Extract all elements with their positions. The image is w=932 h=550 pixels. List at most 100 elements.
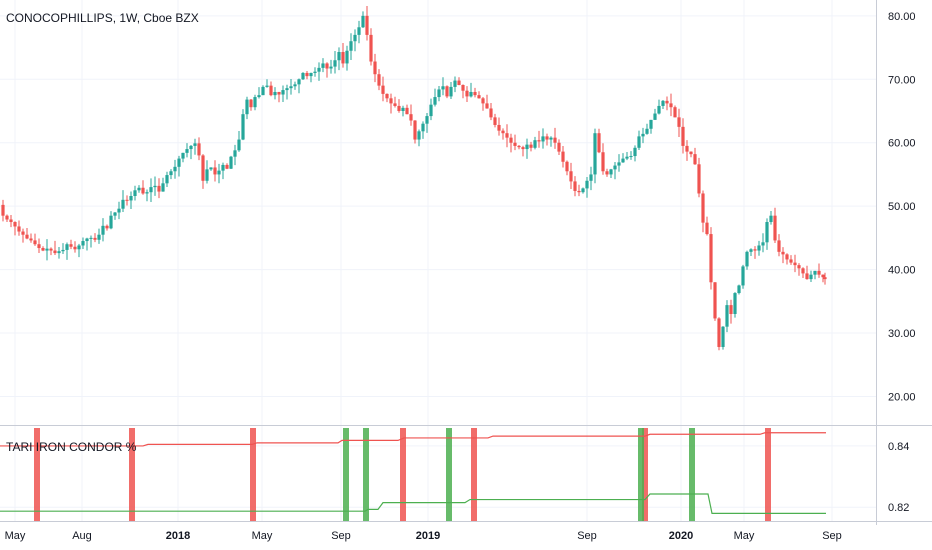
candle-body (501, 130, 505, 134)
candle-body (97, 234, 101, 240)
candle-body (89, 237, 93, 239)
candle-body (689, 151, 693, 155)
candle-body (461, 85, 465, 91)
candle-body (565, 161, 569, 172)
candle-body (105, 225, 109, 229)
candle-body (401, 107, 405, 112)
candle-body (801, 268, 805, 274)
signal-bar (129, 428, 135, 521)
candle-body (753, 249, 757, 251)
candle-body (789, 259, 793, 263)
candle-body (77, 245, 81, 250)
time-tick-label: 2019 (416, 530, 440, 542)
candle-body (653, 113, 657, 120)
candle-body (361, 15, 365, 28)
candle-body (357, 27, 361, 35)
candle-body (805, 273, 809, 280)
candle-body (453, 80, 457, 87)
candle-body (321, 63, 325, 68)
indicator-lines (0, 432, 826, 514)
signal-bar (446, 428, 452, 521)
candle-body (241, 114, 245, 140)
candle-body (717, 318, 721, 347)
candle-body (701, 193, 705, 223)
price-tick-label: 60.00 (888, 138, 916, 150)
candle-body (53, 250, 57, 254)
signal-bar (34, 428, 40, 521)
candle-body (469, 91, 473, 97)
candle-body (265, 85, 269, 87)
candle-body (109, 215, 113, 229)
candle-body (5, 215, 9, 220)
candle-body (329, 66, 333, 69)
candle-body (101, 225, 105, 235)
candle-body (465, 90, 469, 97)
candle-body (541, 136, 545, 142)
candle-body (533, 140, 537, 148)
signal-bar (765, 428, 771, 521)
candle-body (349, 41, 353, 51)
time-tick-label: Sep (331, 530, 351, 542)
candle-body (485, 103, 489, 109)
candle-body (129, 196, 133, 201)
candle-body (657, 105, 661, 114)
candle-body (277, 91, 281, 95)
time-tick-label: 2018 (166, 530, 190, 542)
candle-body (721, 326, 725, 347)
candle-body (645, 128, 649, 134)
candle-body (193, 143, 197, 146)
candle-body (229, 156, 233, 169)
price-tick-label: 50.00 (888, 201, 916, 213)
indicator-tick-label: 0.82 (888, 502, 909, 514)
candle-body (713, 282, 717, 319)
candle-body (281, 90, 285, 95)
candle-body (593, 133, 597, 175)
candle-body (709, 234, 713, 283)
candle-body (13, 222, 17, 227)
candle-body (749, 249, 753, 252)
candle-body (769, 215, 773, 223)
candle-body (641, 133, 645, 137)
candle-body (761, 242, 765, 246)
candle-body (269, 85, 273, 96)
candle-body (493, 117, 497, 125)
candle-body (421, 123, 425, 132)
indicator-title: TARI IRON CONDOR % (6, 440, 137, 454)
candle-body (545, 136, 549, 140)
candle-body (9, 219, 13, 223)
candle-body (729, 305, 733, 314)
candle-body (557, 142, 561, 152)
candle-body (145, 192, 149, 194)
candle-body (33, 240, 37, 245)
main-grid (0, 0, 876, 425)
candle-body (317, 67, 321, 72)
time-axis: May Aug 2018 May Sep 2019 Sep 2020 May Sep (5, 530, 842, 542)
candle-body (757, 245, 761, 251)
chart-title: CONOCOPHILLIPS, 1W, Cboe BZX (6, 11, 199, 25)
candle-body (649, 119, 653, 129)
indicator-line (0, 493, 826, 514)
time-tick-label: 2020 (669, 530, 693, 542)
signal-bar (689, 428, 695, 521)
candle-body (409, 114, 413, 121)
candle-body (621, 158, 625, 163)
candle-body (157, 185, 161, 192)
candle-body (693, 154, 697, 165)
candle-body (597, 133, 601, 153)
candle-body (161, 183, 165, 192)
candle-body (209, 167, 213, 170)
time-tick-label: May (734, 530, 755, 542)
indicator-axis: 0.84 0.82 (888, 441, 909, 514)
candle-body (197, 143, 201, 156)
candle-body (525, 144, 529, 150)
price-tick-label: 70.00 (888, 74, 916, 86)
candle-body (497, 124, 501, 131)
candle-body (61, 249, 65, 252)
candle-body (257, 95, 261, 98)
candle-body (457, 80, 461, 85)
candle-body (213, 167, 217, 175)
candle-body (517, 145, 521, 148)
candle-body (341, 52, 345, 64)
candle-body (429, 104, 433, 117)
